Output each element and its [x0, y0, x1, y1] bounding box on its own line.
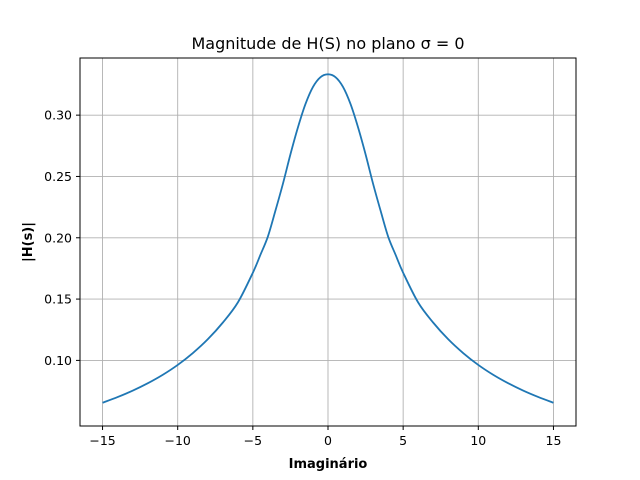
y-tick-label: 0.25	[44, 169, 72, 184]
x-tick-label: 15	[546, 433, 562, 448]
series-line	[102, 73, 554, 404]
x-tick-label: 10	[470, 433, 486, 448]
y-tick-label: 0.30	[44, 108, 72, 123]
y-axis-label: |H(s)|	[21, 222, 36, 262]
x-tick-label: −5	[244, 433, 262, 448]
y-tick-label: 0.10	[44, 353, 72, 368]
chart-title: Magnitude de H(S) no plano σ = 0	[191, 34, 464, 53]
x-tick-label: 5	[399, 433, 407, 448]
y-axis-ticks: 0.10 0.15 0.20 0.25 0.30	[44, 108, 80, 368]
y-tick-label: 0.20	[44, 230, 72, 245]
x-axis-ticks: −15 −10 −5 0 5 10 15	[89, 426, 561, 448]
plot-area: −15 −10 −5 0 5 10 15 0.10 0.15 0.20 0.25 0.30	[44, 57, 577, 448]
x-tick-label: −10	[165, 433, 191, 448]
y-tick-label: 0.15	[44, 292, 72, 307]
series-layer	[102, 73, 554, 404]
x-tick-label: 0	[324, 433, 332, 448]
grid-lines	[80, 58, 576, 426]
x-tick-label: −15	[89, 433, 115, 448]
x-axis-label: Imaginário	[289, 457, 368, 472]
